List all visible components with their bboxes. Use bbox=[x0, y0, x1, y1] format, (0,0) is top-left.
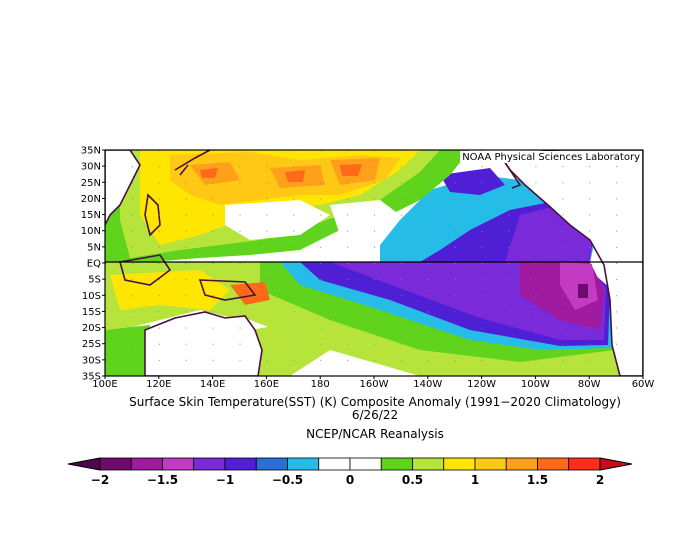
lon-label: 120E bbox=[146, 379, 171, 390]
colorbar-swatch bbox=[162, 457, 195, 471]
lon-label: 100E bbox=[92, 379, 117, 390]
lat-label: 10N bbox=[81, 226, 101, 237]
colorbar-swatch bbox=[380, 457, 413, 471]
lat-label: 5N bbox=[87, 242, 101, 253]
latitude-axis: 35N 30N 25N 20N 15N 10N 5N EQ 5S 10S 15S 20S 25S 30S 3… bbox=[81, 146, 105, 383]
colorbar-swatch bbox=[505, 457, 538, 471]
lon-label: 60W bbox=[632, 379, 655, 390]
colorbar-swatch bbox=[193, 457, 226, 471]
lat-label: 20S bbox=[82, 323, 101, 334]
lat-label: 20N bbox=[81, 194, 101, 205]
credit-text: NOAA Physical Sciences Laboratory bbox=[462, 152, 640, 163]
longitude-axis: 100E 120E 140E 160E 180 160W 140W 120W 100W 80W 60… bbox=[92, 376, 654, 390]
colorbar-swatch bbox=[443, 457, 476, 471]
colorbar-swatch bbox=[349, 457, 382, 471]
lat-label: EQ bbox=[87, 259, 101, 270]
colorbar-over-arrow bbox=[599, 457, 633, 471]
caption-date: 6/26/22 bbox=[351, 408, 399, 422]
colorbar-label: −1 bbox=[216, 473, 234, 487]
colorbar-swatch bbox=[537, 457, 570, 471]
colorbar-label: 2 bbox=[596, 473, 604, 487]
colorbar-label: 0.5 bbox=[402, 473, 423, 487]
lat-label: 5S bbox=[88, 275, 101, 286]
colorbar-swatch bbox=[224, 457, 257, 471]
lat-label: 15N bbox=[81, 210, 101, 221]
colorbar-label: 1 bbox=[471, 473, 479, 487]
lat-label: 10S bbox=[82, 291, 101, 302]
caption-source: NCEP/NCAR Reanalysis bbox=[306, 427, 444, 441]
sst-anomaly-map: NOAA Physical Sciences Laboratory 35N 30N… bbox=[81, 146, 655, 391]
colorbar-swatch bbox=[474, 457, 507, 471]
colorbar-label: −2 bbox=[91, 473, 109, 487]
lon-label: 120W bbox=[467, 379, 496, 390]
colorbar-label: −1.5 bbox=[147, 473, 178, 487]
colorbar-swatch bbox=[568, 457, 601, 471]
lon-label: 180 bbox=[311, 379, 330, 390]
colorbar-swatch bbox=[99, 457, 132, 471]
lat-label: 35S bbox=[82, 372, 101, 383]
colorbar-label: −0.5 bbox=[272, 473, 303, 487]
colorbar-under-arrow bbox=[67, 457, 101, 471]
colorbar-swatch bbox=[255, 457, 288, 471]
lat-label: 25S bbox=[82, 339, 101, 350]
lon-label: 140W bbox=[413, 379, 442, 390]
colorbar-swatch bbox=[318, 457, 351, 471]
lon-label: 140E bbox=[200, 379, 225, 390]
lon-label: 100W bbox=[521, 379, 550, 390]
lat-label: 30S bbox=[82, 355, 101, 366]
colorbar-swatch bbox=[287, 457, 320, 471]
lon-label: 160W bbox=[360, 379, 389, 390]
colorbar-swatch bbox=[130, 457, 163, 471]
lat-label: 30N bbox=[81, 162, 101, 173]
lat-label: 25N bbox=[81, 178, 101, 189]
colorbar-label: 1.5 bbox=[527, 473, 548, 487]
caption-title: Surface Skin Temperature(SST) (K) Compos… bbox=[129, 395, 621, 409]
lat-label: 35N bbox=[81, 146, 101, 157]
lon-label: 160E bbox=[254, 379, 279, 390]
lat-label: 15S bbox=[82, 307, 101, 318]
colorbar-swatch bbox=[412, 457, 445, 471]
lon-label: 80W bbox=[578, 379, 601, 390]
colorbar-label: 0 bbox=[346, 473, 354, 487]
